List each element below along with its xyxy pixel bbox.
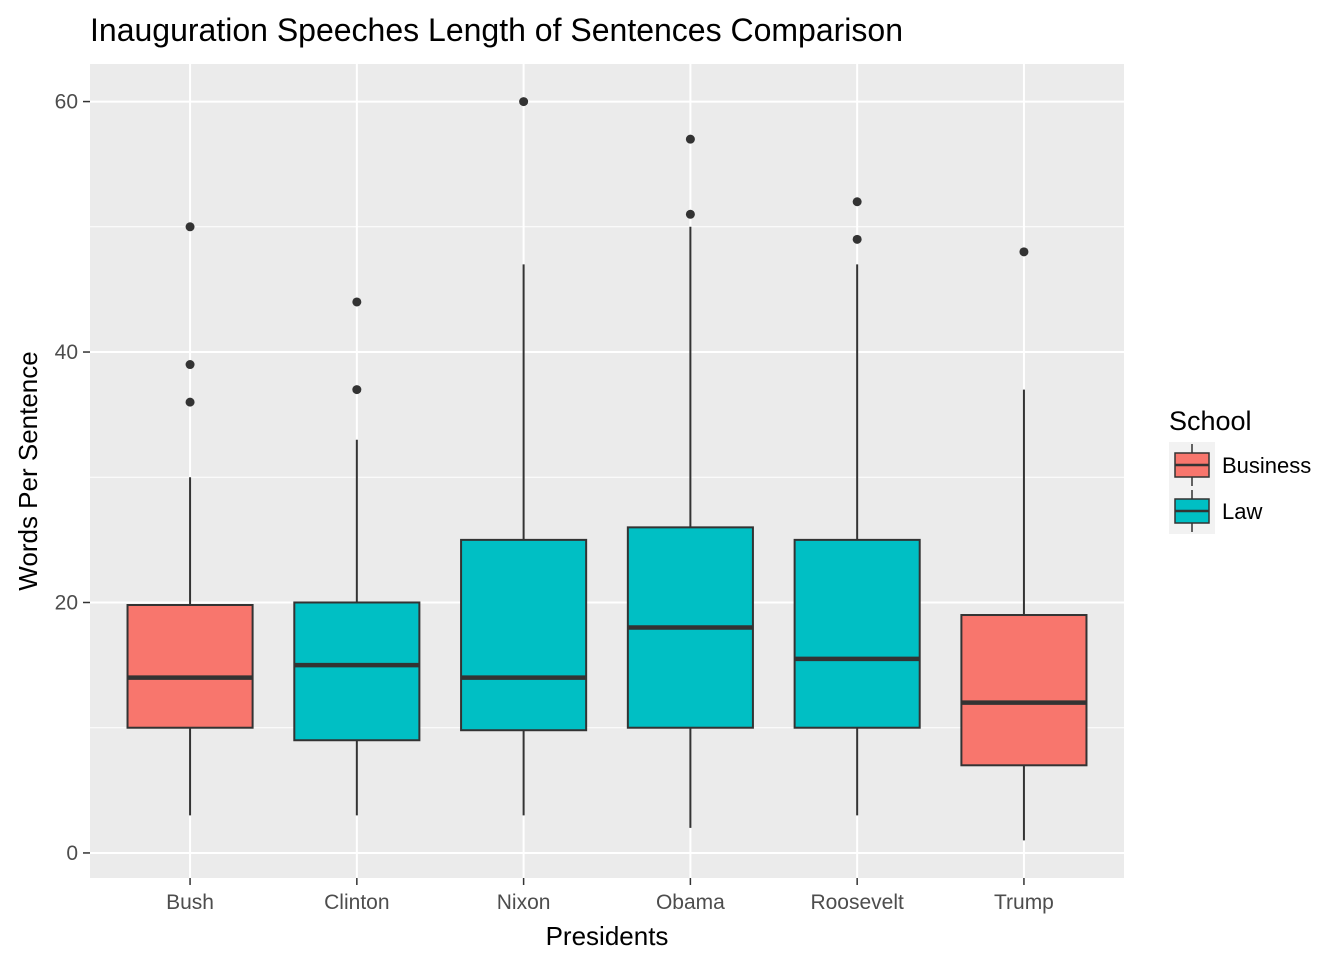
x-tick-label: Roosevelt — [810, 891, 904, 914]
box-clinton — [293, 297, 421, 816]
outlier-point — [852, 234, 862, 244]
legend-label: Business — [1222, 453, 1311, 478]
plot-panel — [90, 64, 1124, 878]
minor-gridlines — [90, 226, 1124, 729]
legend-keys: Business Law — [1169, 442, 1311, 534]
outlier-point — [185, 360, 195, 370]
box-trump — [960, 247, 1088, 841]
outlier-point — [685, 134, 695, 144]
y-tick-label: 60 — [55, 91, 78, 114]
boxes — [126, 97, 1088, 841]
box-roosevelt — [793, 197, 921, 816]
x-tick-label: Bush — [166, 891, 214, 914]
chart-title: Inauguration Speeches Length of Sentence… — [90, 12, 903, 48]
outlier-point — [185, 222, 195, 232]
y-tick-label: 40 — [55, 341, 78, 364]
legend-key-law: Law — [1169, 488, 1262, 534]
box-nixon — [460, 97, 588, 816]
x-axis-title: Presidents — [546, 921, 669, 951]
iqr-box — [126, 603, 254, 729]
y-tick-label: 20 — [55, 591, 78, 614]
outlier-point — [852, 197, 862, 207]
outlier-point — [185, 397, 195, 407]
outlier-point — [519, 97, 529, 107]
box-obama — [626, 134, 754, 828]
legend-label: Law — [1222, 499, 1262, 524]
iqr-box — [793, 538, 921, 729]
outlier-point — [352, 385, 362, 395]
outlier-point — [352, 297, 362, 307]
iqr-box — [460, 538, 588, 732]
x-tick-label: Obama — [656, 891, 725, 914]
y-tick-label: 0 — [66, 842, 78, 865]
x-tick-label: Nixon — [497, 891, 551, 914]
legend: School Business Law — [1169, 406, 1311, 534]
x-axis: Bush Clinton Nixon Obama Roosevelt Trump — [166, 878, 1054, 914]
x-tick-label: Clinton — [324, 891, 389, 914]
legend-key-business: Business — [1169, 442, 1311, 488]
outlier-point — [1019, 247, 1029, 257]
y-axis-title: Words Per Sentence — [13, 351, 43, 590]
y-axis: 0 20 40 60 — [55, 91, 90, 865]
iqr-box — [293, 601, 421, 742]
iqr-box — [960, 614, 1088, 767]
outlier-point — [685, 209, 695, 219]
box-bush — [126, 222, 254, 816]
x-tick-label: Trump — [994, 891, 1054, 914]
legend-title: School — [1169, 406, 1252, 436]
